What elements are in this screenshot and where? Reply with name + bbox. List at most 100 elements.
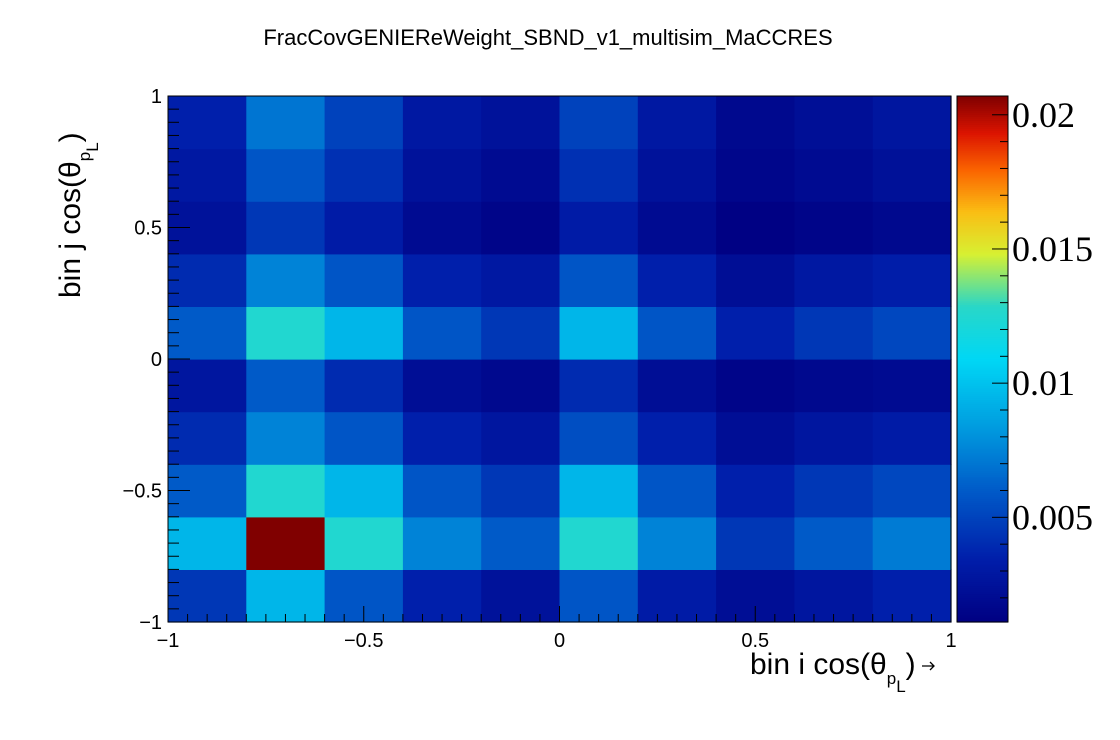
colorbar-segment xyxy=(957,160,1008,164)
heatmap-cell xyxy=(481,201,561,255)
colorbar-segment xyxy=(957,132,1008,136)
heatmap-cell xyxy=(402,411,482,465)
colorbar-segment xyxy=(957,195,1008,198)
heatmap-cell xyxy=(794,464,874,518)
colorbar-segment xyxy=(957,401,1008,405)
colorbar-segment xyxy=(957,559,1008,562)
colorbar-segment xyxy=(957,437,1008,441)
colorbar-segment xyxy=(957,219,1008,223)
colorbar-segment xyxy=(957,425,1008,429)
colorbar-segment xyxy=(957,243,1008,247)
colorbar-segment xyxy=(957,241,1008,245)
colorbar-segment xyxy=(957,284,1008,287)
heatmap-cell xyxy=(168,148,247,202)
colorbar-segment xyxy=(957,581,1008,585)
heatmap-cell xyxy=(872,516,952,570)
heatmap-cell xyxy=(872,464,952,518)
y-axis-label-subsub: L xyxy=(83,142,102,151)
heatmap-cell xyxy=(559,306,639,360)
colorbar-segment xyxy=(957,597,1008,601)
colorbar-segment xyxy=(957,114,1008,117)
heatmap-cell xyxy=(324,411,404,465)
heatmap-cell xyxy=(872,253,952,307)
colorbar-segment xyxy=(957,397,1008,401)
colorbar-segment xyxy=(957,282,1008,285)
colorbar-segment xyxy=(957,193,1008,196)
colorbar-segment xyxy=(957,320,1008,324)
colorbar-segment xyxy=(957,452,1008,455)
colorbar-segment xyxy=(957,601,1008,605)
colorbar-segment xyxy=(957,591,1008,595)
colorbar-segment xyxy=(957,553,1008,556)
heatmap-cell xyxy=(402,201,482,255)
colorbar-segment xyxy=(957,150,1008,154)
heatmap-cell xyxy=(872,569,952,623)
colorbar-segment xyxy=(957,245,1008,249)
plot-frame xyxy=(167,95,952,623)
colorbar-segment xyxy=(957,205,1008,208)
colorbar-segment xyxy=(957,235,1008,239)
heatmap-cell xyxy=(559,148,639,202)
colorbar-segment xyxy=(957,490,1008,494)
colorbar-segment xyxy=(957,539,1008,542)
colorbar-segment xyxy=(957,593,1008,597)
colorbar-segment xyxy=(957,182,1008,186)
heatmap-cell xyxy=(402,464,482,518)
heatmap-cell xyxy=(402,253,482,307)
colorbar-segment xyxy=(957,144,1008,148)
heatmap-cell xyxy=(402,96,482,150)
y-axis-label: bin j cos(θpL) xyxy=(54,132,102,298)
colorbar-segment xyxy=(957,411,1008,415)
colorbar-segment xyxy=(957,209,1008,212)
y-tick-label: −1 xyxy=(139,612,162,634)
x-tick-label: −0.5 xyxy=(344,630,383,652)
colorbar-segment xyxy=(957,478,1008,481)
colorbar-segment xyxy=(957,267,1008,271)
heatmap-cell xyxy=(559,516,639,570)
colorbar-segment xyxy=(957,110,1008,113)
colorbar-segment xyxy=(957,445,1008,449)
colorbar-segment xyxy=(957,557,1008,560)
colorbar-segment xyxy=(957,359,1008,362)
y-axis-label-main: bin j cos(θ xyxy=(54,161,87,298)
colorbar-segment xyxy=(957,611,1008,615)
colorbar-segment xyxy=(957,290,1008,293)
y-tick-label: −0.5 xyxy=(123,481,162,503)
colorbar-segment xyxy=(957,472,1008,475)
colorbar-segment xyxy=(957,431,1008,435)
colorbar-segment xyxy=(957,201,1008,204)
heatmap-cell xyxy=(794,201,874,255)
heatmap-cell xyxy=(716,464,795,518)
colorbar-segment xyxy=(957,122,1008,125)
colorbar-segment xyxy=(957,286,1008,289)
colorbar-segment xyxy=(957,189,1008,192)
colorbar-segment xyxy=(957,124,1008,127)
colorbar-segment xyxy=(957,504,1008,508)
colorbar-tick-label: 0.015 xyxy=(1012,229,1093,269)
heatmap-cell xyxy=(324,96,404,150)
colorbar-segment xyxy=(957,377,1008,380)
colorbar-segment xyxy=(957,567,1008,570)
heatmap-cell xyxy=(168,359,247,413)
colorbar-segment xyxy=(957,466,1008,469)
colorbar-segment xyxy=(957,247,1008,251)
heatmap-cell xyxy=(481,569,561,623)
colorbar-segment xyxy=(957,296,1008,299)
colorbar-segment xyxy=(957,561,1008,564)
heatmap-cell xyxy=(794,359,874,413)
colorbar-segment xyxy=(957,609,1008,613)
colorbar-segment xyxy=(957,288,1008,291)
colorbar-segment xyxy=(957,340,1008,344)
colorbar-segment xyxy=(957,168,1008,172)
colorbar-segment xyxy=(957,134,1008,138)
heatmap-cell xyxy=(402,569,482,623)
chart-title: FracCovGENIEReWeight_SBND_v1_multisim_Ma… xyxy=(263,25,832,50)
heatmap-cell xyxy=(168,411,247,465)
heatmap-cell xyxy=(246,464,326,518)
heatmap-cell xyxy=(559,464,639,518)
heatmap-cell xyxy=(559,569,639,623)
svg-text:bin j cos(θpL): bin j cos(θpL) xyxy=(54,132,102,298)
colorbar-segment xyxy=(957,300,1008,303)
colorbar-segment xyxy=(957,619,1008,623)
colorbar-segment xyxy=(957,185,1008,188)
